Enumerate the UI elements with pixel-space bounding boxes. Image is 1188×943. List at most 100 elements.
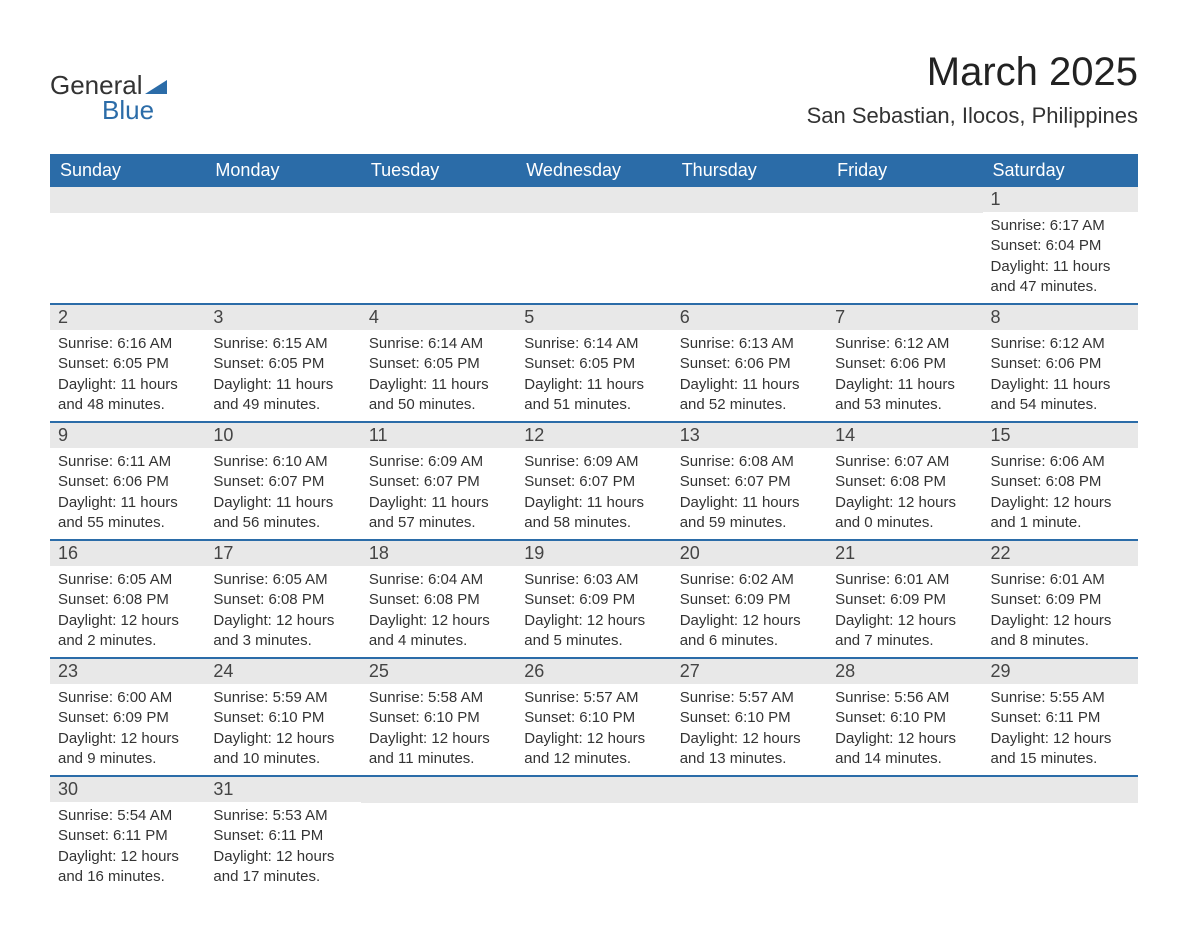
day-number: 19: [516, 541, 671, 566]
day-number: 28: [827, 659, 982, 684]
sunrise-line: Sunrise: 6:09 AM: [524, 452, 663, 472]
sunrise-line: Sunrise: 6:10 AM: [213, 452, 352, 472]
daylight-line: Daylight: 11 hours and 54 minutes.: [991, 375, 1130, 416]
empty-day-body: [516, 213, 671, 293]
sunrise-line: Sunrise: 6:15 AM: [213, 334, 352, 354]
day-number: 9: [50, 423, 205, 448]
weekday-header: Monday: [205, 154, 360, 187]
day-details: Sunrise: 6:01 AMSunset: 6:09 PMDaylight:…: [827, 566, 982, 657]
day-details: Sunrise: 6:12 AMSunset: 6:06 PMDaylight:…: [983, 330, 1138, 421]
empty-day-body: [205, 213, 360, 293]
sunrise-line: Sunrise: 6:01 AM: [835, 570, 974, 590]
sunset-line: Sunset: 6:05 PM: [213, 354, 352, 374]
day-number: 12: [516, 423, 671, 448]
empty-day-bar: [827, 187, 982, 213]
title-block: March 2025 San Sebastian, Ilocos, Philip…: [807, 50, 1138, 129]
sunset-line: Sunset: 6:10 PM: [369, 708, 508, 728]
calendar-body: 1Sunrise: 6:17 AMSunset: 6:04 PMDaylight…: [50, 187, 1138, 893]
daylight-line: Daylight: 12 hours and 1 minute.: [991, 493, 1130, 534]
sunset-line: Sunset: 6:11 PM: [58, 826, 197, 846]
daylight-line: Daylight: 12 hours and 13 minutes.: [680, 729, 819, 770]
calendar-cell: 30Sunrise: 5:54 AMSunset: 6:11 PMDayligh…: [50, 776, 205, 893]
day-number: 2: [50, 305, 205, 330]
daylight-line: Daylight: 11 hours and 55 minutes.: [58, 493, 197, 534]
sunset-line: Sunset: 6:07 PM: [369, 472, 508, 492]
calendar-week-row: 2Sunrise: 6:16 AMSunset: 6:05 PMDaylight…: [50, 304, 1138, 422]
sunset-line: Sunset: 6:06 PM: [991, 354, 1130, 374]
empty-day-bar: [672, 777, 827, 803]
sunset-line: Sunset: 6:08 PM: [369, 590, 508, 610]
daylight-line: Daylight: 12 hours and 8 minutes.: [991, 611, 1130, 652]
sunset-line: Sunset: 6:10 PM: [835, 708, 974, 728]
sunrise-line: Sunrise: 6:17 AM: [991, 216, 1130, 236]
calendar-cell: 13Sunrise: 6:08 AMSunset: 6:07 PMDayligh…: [672, 422, 827, 540]
sunset-line: Sunset: 6:06 PM: [835, 354, 974, 374]
calendar-cell: 9Sunrise: 6:11 AMSunset: 6:06 PMDaylight…: [50, 422, 205, 540]
sunrise-line: Sunrise: 6:11 AM: [58, 452, 197, 472]
sunrise-line: Sunrise: 6:03 AM: [524, 570, 663, 590]
day-details: Sunrise: 6:03 AMSunset: 6:09 PMDaylight:…: [516, 566, 671, 657]
empty-day-body: [983, 803, 1138, 883]
calendar-cell: 25Sunrise: 5:58 AMSunset: 6:10 PMDayligh…: [361, 658, 516, 776]
calendar-cell: [361, 187, 516, 304]
sunset-line: Sunset: 6:09 PM: [835, 590, 974, 610]
day-number: 24: [205, 659, 360, 684]
sunset-line: Sunset: 6:07 PM: [213, 472, 352, 492]
day-details: Sunrise: 6:11 AMSunset: 6:06 PMDaylight:…: [50, 448, 205, 539]
calendar-week-row: 30Sunrise: 5:54 AMSunset: 6:11 PMDayligh…: [50, 776, 1138, 893]
day-details: Sunrise: 6:12 AMSunset: 6:06 PMDaylight:…: [827, 330, 982, 421]
empty-day-body: [361, 213, 516, 293]
day-details: Sunrise: 6:14 AMSunset: 6:05 PMDaylight:…: [516, 330, 671, 421]
day-details: Sunrise: 5:56 AMSunset: 6:10 PMDaylight:…: [827, 684, 982, 775]
calendar-cell: [983, 776, 1138, 893]
daylight-line: Daylight: 12 hours and 3 minutes.: [213, 611, 352, 652]
day-number: 1: [983, 187, 1138, 212]
sunrise-line: Sunrise: 5:58 AM: [369, 688, 508, 708]
empty-day-bar: [983, 777, 1138, 803]
calendar-cell: 8Sunrise: 6:12 AMSunset: 6:06 PMDaylight…: [983, 304, 1138, 422]
day-details: Sunrise: 5:59 AMSunset: 6:10 PMDaylight:…: [205, 684, 360, 775]
day-number: 5: [516, 305, 671, 330]
calendar-cell: 10Sunrise: 6:10 AMSunset: 6:07 PMDayligh…: [205, 422, 360, 540]
sunset-line: Sunset: 6:06 PM: [680, 354, 819, 374]
calendar-week-row: 16Sunrise: 6:05 AMSunset: 6:08 PMDayligh…: [50, 540, 1138, 658]
daylight-line: Daylight: 12 hours and 2 minutes.: [58, 611, 197, 652]
sunrise-line: Sunrise: 5:53 AM: [213, 806, 352, 826]
daylight-line: Daylight: 11 hours and 49 minutes.: [213, 375, 352, 416]
empty-day-bar: [361, 187, 516, 213]
calendar-cell: 4Sunrise: 6:14 AMSunset: 6:05 PMDaylight…: [361, 304, 516, 422]
day-details: Sunrise: 5:54 AMSunset: 6:11 PMDaylight:…: [50, 802, 205, 893]
daylight-line: Daylight: 11 hours and 48 minutes.: [58, 375, 197, 416]
day-number: 11: [361, 423, 516, 448]
day-number: 15: [983, 423, 1138, 448]
empty-day-body: [827, 213, 982, 293]
day-details: Sunrise: 5:58 AMSunset: 6:10 PMDaylight:…: [361, 684, 516, 775]
sunrise-line: Sunrise: 6:02 AM: [680, 570, 819, 590]
calendar-cell: 14Sunrise: 6:07 AMSunset: 6:08 PMDayligh…: [827, 422, 982, 540]
daylight-line: Daylight: 12 hours and 7 minutes.: [835, 611, 974, 652]
daylight-line: Daylight: 12 hours and 10 minutes.: [213, 729, 352, 770]
calendar-cell: 18Sunrise: 6:04 AMSunset: 6:08 PMDayligh…: [361, 540, 516, 658]
sunrise-line: Sunrise: 6:04 AM: [369, 570, 508, 590]
calendar-cell: 28Sunrise: 5:56 AMSunset: 6:10 PMDayligh…: [827, 658, 982, 776]
day-number: 30: [50, 777, 205, 802]
day-details: Sunrise: 6:07 AMSunset: 6:08 PMDaylight:…: [827, 448, 982, 539]
day-details: Sunrise: 6:16 AMSunset: 6:05 PMDaylight:…: [50, 330, 205, 421]
day-number: 26: [516, 659, 671, 684]
calendar-cell: 20Sunrise: 6:02 AMSunset: 6:09 PMDayligh…: [672, 540, 827, 658]
calendar-cell: [516, 776, 671, 893]
sunset-line: Sunset: 6:07 PM: [680, 472, 819, 492]
daylight-line: Daylight: 12 hours and 12 minutes.: [524, 729, 663, 770]
day-number: 4: [361, 305, 516, 330]
calendar-cell: [672, 776, 827, 893]
calendar-week-row: 1Sunrise: 6:17 AMSunset: 6:04 PMDaylight…: [50, 187, 1138, 304]
sunrise-line: Sunrise: 6:08 AM: [680, 452, 819, 472]
calendar-cell: 19Sunrise: 6:03 AMSunset: 6:09 PMDayligh…: [516, 540, 671, 658]
empty-day-bar: [827, 777, 982, 803]
calendar-cell: 26Sunrise: 5:57 AMSunset: 6:10 PMDayligh…: [516, 658, 671, 776]
calendar-week-row: 9Sunrise: 6:11 AMSunset: 6:06 PMDaylight…: [50, 422, 1138, 540]
day-details: Sunrise: 6:09 AMSunset: 6:07 PMDaylight:…: [516, 448, 671, 539]
empty-day-bar: [205, 187, 360, 213]
calendar-cell: 21Sunrise: 6:01 AMSunset: 6:09 PMDayligh…: [827, 540, 982, 658]
daylight-line: Daylight: 12 hours and 5 minutes.: [524, 611, 663, 652]
